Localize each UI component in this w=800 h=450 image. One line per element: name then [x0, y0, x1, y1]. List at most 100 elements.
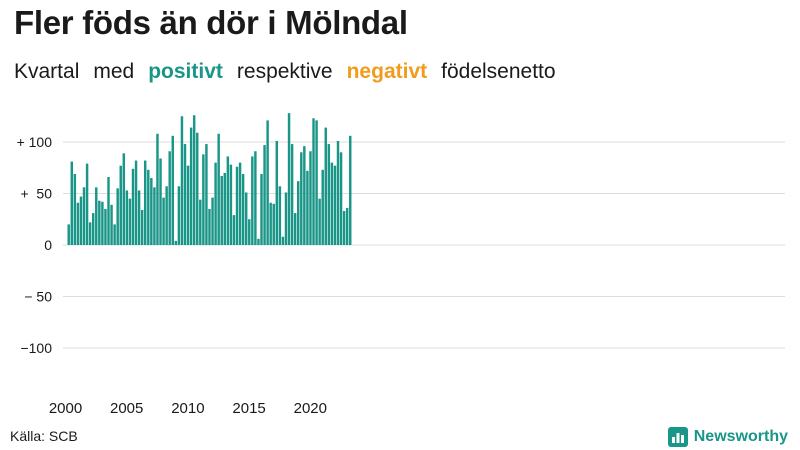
bar [251, 156, 254, 245]
brand-logo[interactable]: Newsworthy [667, 426, 788, 448]
bar [98, 200, 101, 245]
bar [91, 213, 95, 245]
bar [67, 224, 70, 245]
bar [107, 177, 110, 245]
bar [73, 173, 77, 245]
bar [131, 168, 135, 245]
legend-negative: negativt [346, 60, 428, 83]
bar [229, 164, 233, 245]
bar [159, 158, 162, 245]
subtitle-word: med [93, 60, 135, 83]
legend-positive: positivt [148, 60, 223, 83]
bar [281, 236, 285, 245]
bar [147, 169, 150, 245]
bars [67, 113, 352, 245]
bar [162, 197, 165, 245]
bar [349, 135, 352, 245]
y-tick-label: 0 [44, 237, 52, 253]
bar [318, 198, 321, 245]
bar [244, 192, 248, 245]
bar [284, 192, 288, 245]
bar [248, 219, 251, 245]
bar [327, 144, 331, 245]
bar [113, 224, 116, 245]
subtitle-word: Kvartal [14, 60, 80, 83]
y-axis-labels: + 100 + 50 0 − 50 −100 [17, 134, 53, 356]
bar [150, 178, 153, 245]
bar [223, 172, 227, 245]
bar [208, 208, 211, 245]
x-tick-label: 2010 [171, 400, 204, 417]
bar [202, 154, 205, 245]
bar [192, 115, 196, 245]
x-tick-label: 2000 [49, 400, 82, 417]
bar [168, 151, 171, 245]
bar [275, 140, 279, 245]
bar [235, 166, 239, 245]
bar [128, 198, 132, 245]
x-axis-labels: 2000 2005 2010 2015 2020 [49, 400, 327, 417]
source-note: Källa: SCB [10, 428, 78, 444]
bar [140, 209, 144, 245]
bar [293, 213, 297, 245]
bar [300, 152, 303, 245]
bar [180, 116, 184, 245]
bar [303, 146, 306, 245]
bar [254, 151, 257, 245]
bar [220, 175, 223, 245]
bar [263, 145, 266, 245]
bar [119, 165, 122, 245]
bar [196, 132, 199, 245]
bar [324, 127, 327, 245]
bar [116, 188, 119, 245]
y-tick-label: + 100 [17, 134, 53, 150]
bar [241, 173, 245, 245]
bar [269, 202, 272, 245]
bar [321, 169, 324, 245]
bar [137, 190, 141, 245]
subtitle-word: respektive [236, 60, 333, 83]
x-tick-label: 2020 [294, 400, 327, 417]
bar [183, 144, 187, 245]
bar [257, 238, 260, 245]
bar [266, 120, 269, 245]
bar [336, 140, 340, 245]
bar [290, 144, 294, 245]
y-tick-label: −100 [20, 340, 52, 356]
bar [70, 161, 74, 245]
bar [177, 186, 181, 245]
gridlines [63, 141, 785, 349]
chart-title: Fler föds än dör i Mölndal [14, 4, 408, 41]
bar [217, 133, 220, 245]
bar [211, 197, 214, 245]
x-tick-label: 2015 [232, 400, 265, 417]
bar [165, 186, 168, 245]
bar [189, 127, 193, 245]
bar [345, 207, 349, 245]
bar [272, 203, 275, 245]
bar [156, 133, 159, 245]
bar [333, 165, 337, 245]
bar [339, 152, 343, 245]
bar [79, 196, 83, 245]
bar [226, 156, 230, 245]
newsworthy-logo-icon [667, 427, 688, 447]
bar [309, 151, 312, 245]
bar [85, 163, 89, 245]
y-tick-label: − 50 [24, 289, 52, 305]
bar [122, 153, 126, 245]
bar [174, 240, 178, 245]
brand-name: Newsworthy [693, 428, 788, 445]
bar [278, 186, 282, 245]
bar [312, 118, 315, 245]
bar [82, 187, 86, 245]
bar [260, 173, 263, 245]
y-tick-label: + 50 [20, 186, 52, 202]
bar [125, 190, 129, 245]
bar [306, 170, 309, 245]
bar [297, 181, 300, 245]
bar [214, 162, 217, 245]
x-tick-label: 2005 [110, 400, 143, 417]
bar [95, 187, 98, 245]
